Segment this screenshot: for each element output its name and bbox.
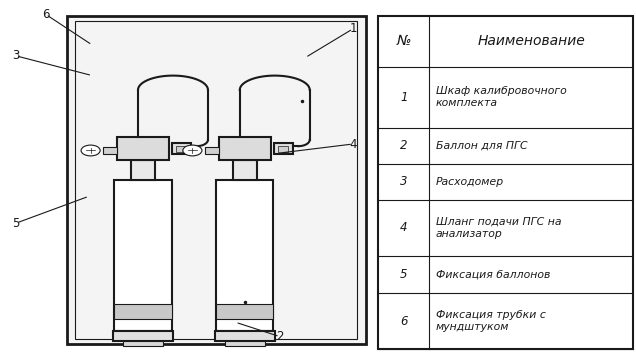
Text: 3: 3	[12, 49, 20, 62]
Text: №: №	[397, 35, 411, 48]
Bar	[233, 160, 257, 180]
Text: 6: 6	[42, 8, 50, 21]
Bar	[216, 180, 273, 331]
Bar	[131, 160, 155, 180]
Bar	[176, 145, 187, 152]
Text: Расходомер: Расходомер	[436, 177, 504, 187]
Text: Фиксация трубки с
мундштуком: Фиксация трубки с мундштуком	[436, 310, 546, 332]
Text: 1: 1	[400, 91, 408, 104]
Text: 2: 2	[400, 139, 408, 152]
Text: 5: 5	[12, 217, 20, 230]
Bar	[219, 137, 271, 160]
Text: 6: 6	[400, 315, 408, 328]
Bar	[113, 331, 173, 341]
Text: Баллон для ПГС: Баллон для ПГС	[436, 141, 527, 151]
Bar	[215, 331, 275, 341]
Text: 3: 3	[400, 175, 408, 188]
Text: 4: 4	[400, 221, 408, 234]
Text: 1: 1	[349, 22, 357, 35]
Text: 4: 4	[349, 138, 357, 150]
Bar	[216, 304, 273, 319]
Bar	[216, 304, 273, 319]
Text: 2: 2	[276, 330, 284, 343]
Bar	[114, 180, 172, 331]
Text: Наименование: Наименование	[477, 35, 585, 48]
Bar	[274, 143, 293, 154]
Bar	[172, 143, 191, 154]
Bar	[114, 304, 172, 319]
Bar	[205, 147, 219, 154]
Bar	[378, 16, 633, 349]
Text: 5: 5	[400, 268, 408, 281]
Circle shape	[81, 145, 100, 156]
Text: Шкаф калибровочного
комплекта: Шкаф калибровочного комплекта	[436, 86, 567, 108]
Bar	[114, 304, 172, 319]
Bar	[117, 137, 169, 160]
Bar	[278, 145, 289, 152]
Bar	[225, 341, 265, 346]
Circle shape	[183, 145, 202, 156]
Bar	[104, 147, 117, 154]
Bar	[67, 16, 366, 344]
Bar	[123, 341, 163, 346]
Text: Шланг подачи ПГС на
анализатор: Шланг подачи ПГС на анализатор	[436, 217, 561, 239]
Text: Фиксация баллонов: Фиксация баллонов	[436, 270, 550, 279]
Bar	[75, 21, 357, 339]
